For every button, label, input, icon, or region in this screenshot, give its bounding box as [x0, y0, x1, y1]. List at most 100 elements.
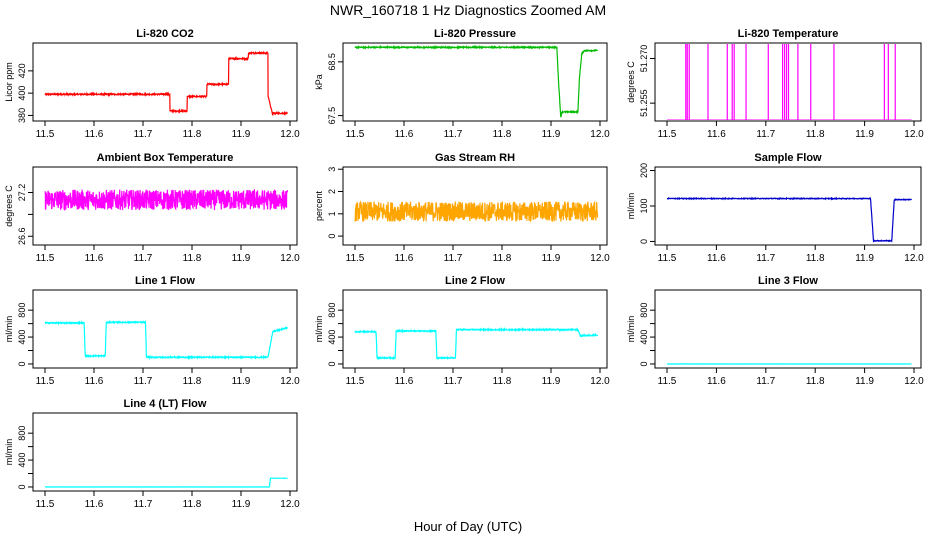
y-tick-label: 400 — [17, 453, 27, 468]
x-tick-label: 11.7 — [756, 129, 775, 140]
panel-1: Li-820 CO2 11.5 11.6 11.7 11.8 11.9 12.0 380 400… — [4, 28, 300, 140]
x-tick-label: 11.8 — [806, 129, 825, 140]
x-tick-label: 11.5 — [346, 376, 365, 387]
y-axis-label: kPa — [314, 74, 324, 90]
y-tick-label: 400 — [327, 330, 337, 345]
y-tick-label: 800 — [639, 303, 649, 318]
x-tick-label: 12.0 — [904, 129, 924, 140]
panel-4: Ambient Box Temperature 11.5 11.6 11.7 11.8 1… — [4, 152, 300, 264]
x-tick-label: 11.6 — [85, 376, 104, 387]
y-tick-label: 400 — [17, 86, 27, 101]
y-tick-label: 400 — [17, 330, 27, 345]
y-tick-label: 3 — [327, 167, 337, 172]
x-tick-label: 11.5 — [36, 253, 55, 264]
y-tick-label: 51.270 — [639, 45, 649, 73]
x-tick-label: 11.7 — [444, 253, 463, 264]
panel-title: Sample Flow — [754, 152, 822, 164]
x-tick-label: 11.5 — [36, 499, 55, 510]
x-tick-label: 11.8 — [493, 129, 512, 140]
series-line — [666, 196, 912, 243]
x-tick-label: 11.5 — [658, 253, 677, 264]
y-axis-label: ml/min — [626, 316, 636, 343]
series-line — [44, 188, 289, 211]
y-tick-label: 420 — [17, 63, 27, 78]
x-tick-label: 11.9 — [232, 129, 251, 140]
x-tick-label: 12.0 — [904, 253, 924, 264]
series-line — [667, 44, 912, 120]
x-tick-label: 12.0 — [280, 129, 300, 140]
panel-3: Li-820 Temperature 11.5 11.6 11.7 11.8 11.9 12… — [626, 28, 924, 140]
x-tick-label: 12.0 — [590, 376, 610, 387]
plot-frame — [342, 289, 608, 369]
series-line — [45, 477, 288, 488]
x-tick-label: 11.6 — [395, 376, 414, 387]
panel-title: Li-820 CO2 — [136, 28, 193, 40]
plot-frame — [654, 42, 922, 122]
x-tick-label: 11.6 — [707, 253, 726, 264]
x-tick-label: 12.0 — [590, 253, 610, 264]
panel-title: Ambient Box Temperature — [97, 152, 234, 164]
y-tick-label: 800 — [17, 303, 27, 318]
x-tick-label: 11.5 — [346, 129, 365, 140]
x-tick-label: 11.9 — [542, 129, 561, 140]
panel-title: Li-820 Pressure — [434, 28, 516, 40]
x-tick-label: 11.9 — [232, 253, 251, 264]
plot-frame — [654, 289, 922, 369]
panel-title: Line 3 Flow — [758, 275, 818, 287]
x-tick-label: 11.5 — [36, 129, 55, 140]
x-tick-label: 11.7 — [756, 253, 775, 264]
series-line — [354, 200, 599, 223]
x-tick-label: 11.5 — [36, 376, 55, 387]
x-tick-label: 11.5 — [346, 253, 365, 264]
panel-title: Line 1 Flow — [135, 275, 195, 287]
x-tick-label: 11.9 — [855, 129, 874, 140]
y-tick-label: 800 — [327, 303, 337, 318]
x-tick-label: 11.7 — [756, 376, 775, 387]
y-axis-label: degrees C — [4, 185, 14, 227]
y-tick-label: 27.2 — [17, 184, 27, 202]
x-tick-label: 12.0 — [280, 376, 300, 387]
series-line — [354, 44, 599, 118]
x-tick-label: 11.5 — [658, 376, 677, 387]
y-axis-label: percent — [314, 190, 324, 221]
y-axis-label: ml/min — [4, 439, 14, 466]
x-tick-label: 11.9 — [232, 499, 251, 510]
y-tick-label: 0 — [17, 361, 27, 366]
y-tick-label: 380 — [17, 108, 27, 123]
x-tick-label: 11.8 — [183, 253, 202, 264]
x-tick-label: 11.6 — [395, 129, 414, 140]
x-tick-label: 11.5 — [658, 129, 677, 140]
panel-5: Gas Stream RH 11.5 11.6 11.7 11.8 11.9 12.0 0 1 2… — [314, 152, 610, 264]
panel-7: Line 1 Flow 11.5 11.6 11.7 11.8 11.9 12.0 0 400 8… — [4, 275, 300, 387]
y-axis-label: ml/min — [314, 316, 324, 343]
x-tick-label: 11.7 — [134, 253, 153, 264]
y-tick-label: 2 — [327, 189, 337, 194]
y-tick-label: 0 — [327, 234, 337, 239]
x-tick-label: 11.7 — [134, 376, 153, 387]
y-tick-label: 0 — [327, 361, 337, 366]
y-tick-label: 200 — [639, 163, 649, 178]
panel-10: Line 4 (LT) Flow 11.5 11.6 11.7 11.8 11.9 12.0… — [4, 398, 300, 510]
y-axis-label: ml/min — [4, 316, 14, 343]
y-tick-label: 51.255 — [639, 89, 649, 117]
plot-frame — [32, 166, 298, 246]
y-tick-label: 67.5 — [327, 107, 337, 125]
x-tick-label: 11.6 — [85, 499, 104, 510]
x-tick-label: 11.8 — [183, 129, 202, 140]
x-tick-label: 11.8 — [183, 376, 202, 387]
x-tick-label: 11.9 — [855, 253, 874, 264]
figure-title: NWR_160718 1 Hz Diagnostics Zoomed AM — [330, 2, 606, 18]
panel-9: Line 3 Flow 11.5 11.6 11.7 11.8 11.9 12.0 0 400 8… — [626, 275, 924, 387]
x-tick-label: 11.7 — [134, 129, 153, 140]
y-tick-label: 100 — [639, 198, 649, 213]
x-tick-label: 11.6 — [707, 129, 726, 140]
x-tick-label: 11.6 — [395, 253, 414, 264]
x-tick-label: 11.6 — [85, 129, 104, 140]
plot-frame — [32, 412, 298, 492]
panel-title: Line 4 (LT) Flow — [124, 398, 207, 410]
figure-x-axis-label: Hour of Day (UTC) — [414, 519, 522, 534]
x-tick-label: 11.9 — [542, 253, 561, 264]
panel-title: Gas Stream RH — [435, 152, 515, 164]
y-tick-label: 0 — [639, 361, 649, 366]
